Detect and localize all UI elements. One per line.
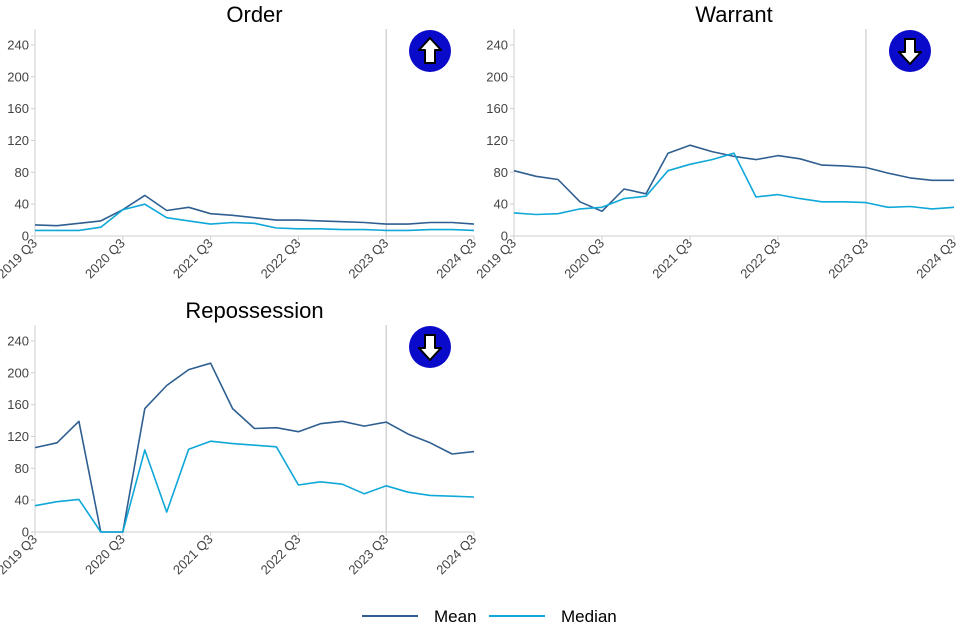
arrow-down-icon bbox=[889, 30, 931, 72]
series-line-median bbox=[513, 152, 955, 216]
y-tick-label: 160 bbox=[486, 101, 508, 116]
y-tick-label: 80 bbox=[15, 165, 29, 180]
icon-arrow bbox=[418, 37, 442, 64]
legend-label-mean: Mean bbox=[434, 607, 477, 626]
y-tick-label: 0 bbox=[22, 525, 29, 540]
series-line-mean bbox=[34, 194, 475, 227]
x-tick-label: 2024 Q3 bbox=[913, 236, 959, 282]
icon-arrow bbox=[418, 334, 442, 361]
x-tick-label: 2021 Q3 bbox=[170, 532, 216, 578]
series-line-median bbox=[35, 203, 475, 232]
series-line-median bbox=[34, 440, 475, 533]
y-tick-label: 200 bbox=[7, 69, 29, 84]
panel-order: Order 0 40 80 120 160 200 240 2019 Q3 2020 Q3 2021… bbox=[0, 2, 479, 281]
legend: Mean Median bbox=[362, 607, 617, 626]
x-tick-label: 2021 Q3 bbox=[649, 236, 695, 282]
arrow-up-icon bbox=[409, 30, 451, 72]
x-tick-label: 2019 Q3 bbox=[0, 532, 40, 578]
x-tick-label: 2024 Q3 bbox=[433, 532, 479, 578]
y-tick-label: 240 bbox=[486, 37, 508, 52]
y-tick-label: 240 bbox=[7, 37, 29, 52]
x-tick-label: 2023 Q3 bbox=[825, 236, 871, 282]
x-tick-label: 2022 Q3 bbox=[737, 236, 783, 282]
arrow-down-icon bbox=[409, 326, 451, 368]
y-tick-label: 80 bbox=[15, 461, 29, 476]
x-tick-label: 2022 Q3 bbox=[258, 532, 304, 578]
y-tick-label: 120 bbox=[486, 133, 508, 148]
x-tick-label: 2020 Q3 bbox=[561, 236, 607, 282]
x-tick-label: 2021 Q3 bbox=[170, 236, 216, 282]
y-tick-label: 40 bbox=[494, 197, 508, 212]
y-tick-label: 0 bbox=[501, 229, 508, 244]
panel-title: Repossession bbox=[185, 298, 323, 323]
x-tick-label: 2020 Q3 bbox=[82, 236, 128, 282]
x-tick-label: 2023 Q3 bbox=[345, 236, 391, 282]
y-tick-label: 40 bbox=[15, 197, 29, 212]
panel-warrant: Warrant 0 40 80 120 160 200 240 2019 Q3 2020 Q3 20… bbox=[473, 2, 959, 281]
icon-arrow bbox=[898, 38, 922, 65]
y-tick-label: 80 bbox=[494, 165, 508, 180]
panel-repossession: Repossession 0 40 80 120 160 200 240 2019 Q3 2020… bbox=[0, 298, 479, 577]
y-tick-label: 160 bbox=[7, 101, 29, 116]
x-tick-label: 2019 Q3 bbox=[473, 236, 519, 282]
series-line-mean bbox=[513, 144, 954, 213]
x-tick-label: 2023 Q3 bbox=[345, 532, 391, 578]
y-tick-label: 120 bbox=[7, 133, 29, 148]
y-tick-label: 240 bbox=[7, 333, 29, 348]
y-tick-label: 200 bbox=[486, 69, 508, 84]
panel-title: Warrant bbox=[695, 2, 772, 27]
series-line-mean bbox=[34, 362, 475, 533]
y-tick-label: 160 bbox=[7, 397, 29, 412]
x-tick-label: 2019 Q3 bbox=[0, 236, 40, 282]
x-tick-label: 2022 Q3 bbox=[258, 236, 304, 282]
panel-title: Order bbox=[226, 2, 282, 27]
y-tick-label: 200 bbox=[7, 365, 29, 380]
x-tick-label: 2020 Q3 bbox=[82, 532, 128, 578]
y-tick-label: 0 bbox=[22, 229, 29, 244]
y-tick-label: 120 bbox=[7, 429, 29, 444]
legend-label-median: Median bbox=[561, 607, 617, 626]
x-tick-label: 2024 Q3 bbox=[433, 236, 479, 282]
y-tick-label: 40 bbox=[15, 493, 29, 508]
